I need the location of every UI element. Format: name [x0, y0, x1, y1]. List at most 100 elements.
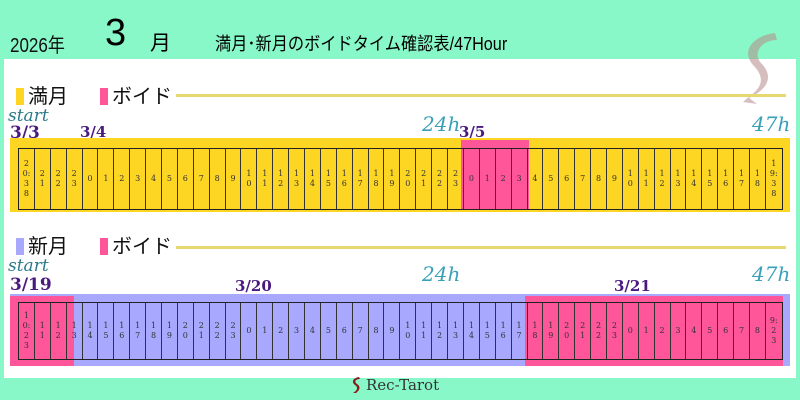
- hour-cell: 17: [130, 303, 147, 359]
- 47h-label: 47h: [752, 112, 791, 136]
- hour-cell: 19: [543, 303, 560, 359]
- hour-cell: 3: [512, 149, 528, 209]
- void-highlight: [10, 296, 74, 366]
- hour-cell: 1: [480, 149, 496, 209]
- date-label: 3/19: [10, 275, 52, 295]
- hour-cell: 5: [702, 303, 719, 359]
- hour-cell: 11: [35, 303, 51, 359]
- legend-moon: 新月: [16, 236, 68, 256]
- hour-cell: 9: [384, 303, 401, 359]
- hour-cell: 8: [591, 149, 607, 209]
- hour-cell: 21: [35, 149, 51, 209]
- legend-swatch: [16, 87, 24, 105]
- start-label: start: [8, 106, 49, 126]
- hour-cell: 4: [686, 303, 703, 359]
- hour-cell: 3: [130, 149, 147, 209]
- date-label: 3/4: [80, 123, 107, 141]
- page-title: 満月･新月のボイドタイム確認表/47Hour: [215, 34, 508, 54]
- hour-cell: 4: [146, 149, 163, 209]
- hour-cell: 8: [210, 149, 226, 209]
- hour-cell: 0: [464, 149, 480, 209]
- hour-cell: 6: [178, 149, 194, 209]
- swirl-logo-icon: [743, 33, 777, 104]
- hour-cell: 3: [671, 303, 687, 359]
- hour-cell: 7: [734, 303, 750, 359]
- hour-cell: 19: [162, 303, 178, 359]
- date-label: 3/3: [10, 123, 40, 143]
- date-label: 3/21: [614, 277, 651, 295]
- hour-grid: 20:38 21 22 23 0 1 2 3 4 5 6 7 8 9 10 11 12 13 14 15 16 17 18 1…: [18, 148, 783, 210]
- hour-cell: 1: [257, 303, 274, 359]
- legend-void: ボイド: [100, 86, 172, 106]
- hour-cell: 9: [607, 149, 623, 209]
- hour-cell: 16: [337, 149, 353, 209]
- hour-grid: 10:23 11 12 13 14 15 16 17 18 19 20 21 22 23 0 1 2 3 4 5 6 7 8…: [18, 302, 783, 360]
- year: 2026年: [10, 35, 65, 57]
- hour-cell: 13: [448, 303, 464, 359]
- hour-cell: 23: [67, 149, 83, 209]
- hour-cell: 6: [337, 303, 353, 359]
- hour-cell: 10: [400, 303, 417, 359]
- hour-cell: 4: [528, 149, 544, 209]
- hour-cell: 22: [432, 149, 449, 209]
- hour-cell: 8: [369, 303, 385, 359]
- hour-cell: 9:23: [769, 316, 778, 345]
- hour-cell: 23: [607, 303, 623, 359]
- hour-cell: 0: [83, 149, 99, 209]
- hour-cell: 12: [273, 149, 290, 209]
- hour-cell: 15: [702, 149, 719, 209]
- hour-cell: 2: [496, 149, 512, 209]
- hour-cell: 11: [257, 149, 274, 209]
- hour-cell: 19: [384, 149, 401, 209]
- hour-cell: 10:23: [19, 303, 35, 359]
- hour-cell: 18: [528, 303, 544, 359]
- legend-swatch: [16, 237, 24, 255]
- hour-cell: 10: [241, 149, 258, 209]
- hour-cell: 18: [369, 149, 385, 209]
- date-label: 3/5: [459, 123, 486, 141]
- hour-cell: 7: [575, 149, 592, 209]
- legend-swatch: [100, 237, 108, 255]
- legend-moon: 満月: [16, 86, 68, 106]
- hour-cell: 22: [51, 149, 67, 209]
- legend-swatch: [100, 87, 108, 105]
- hour-cell: 21: [194, 303, 210, 359]
- hour-cell: 21: [575, 303, 592, 359]
- hour-cell: 13: [67, 303, 83, 359]
- hour-cell: 7: [353, 303, 369, 359]
- divider: [176, 94, 786, 97]
- month-suffix: 月: [150, 32, 171, 55]
- hour-cell: 21: [416, 149, 433, 209]
- hour-cell: 20: [559, 303, 576, 359]
- hour-cell: 15: [321, 149, 337, 209]
- date-label: 3/20: [235, 277, 272, 295]
- hour-cell: 2: [655, 303, 671, 359]
- hour-cell: 13: [289, 149, 306, 209]
- legend-label: ボイド: [112, 84, 172, 108]
- hour-cell: 14: [83, 303, 99, 359]
- hour-cell: 6: [559, 149, 576, 209]
- hour-cell: 20: [400, 149, 417, 209]
- legend-label: 満月: [28, 84, 68, 108]
- hour-cell: 1: [98, 149, 115, 209]
- hour-cell: 15: [98, 303, 115, 359]
- legend-void: ボイド: [100, 236, 172, 256]
- hour-cell: 12: [432, 303, 449, 359]
- hour-cell: 20: [178, 303, 194, 359]
- hour-cell: 5: [162, 149, 178, 209]
- hour-cell: 3: [289, 303, 306, 359]
- hour-cell: 23: [448, 149, 464, 209]
- start-label: start: [8, 256, 49, 276]
- hour-cell: 12: [655, 149, 671, 209]
- hour-cell: 16: [718, 149, 735, 209]
- 24h-label: 24h: [422, 112, 461, 136]
- hour-cell: 19:38: [769, 159, 778, 198]
- hour-cell: 17: [353, 149, 369, 209]
- hour-cell: 14: [305, 149, 321, 209]
- footer-logo: Rec-Tarot: [350, 376, 439, 394]
- hour-cell: 10: [623, 149, 639, 209]
- hour-cell: 18: [146, 303, 163, 359]
- hour-cell: 8: [750, 303, 766, 359]
- hour-cell: 13: [671, 149, 687, 209]
- hour-cell: 5: [321, 303, 337, 359]
